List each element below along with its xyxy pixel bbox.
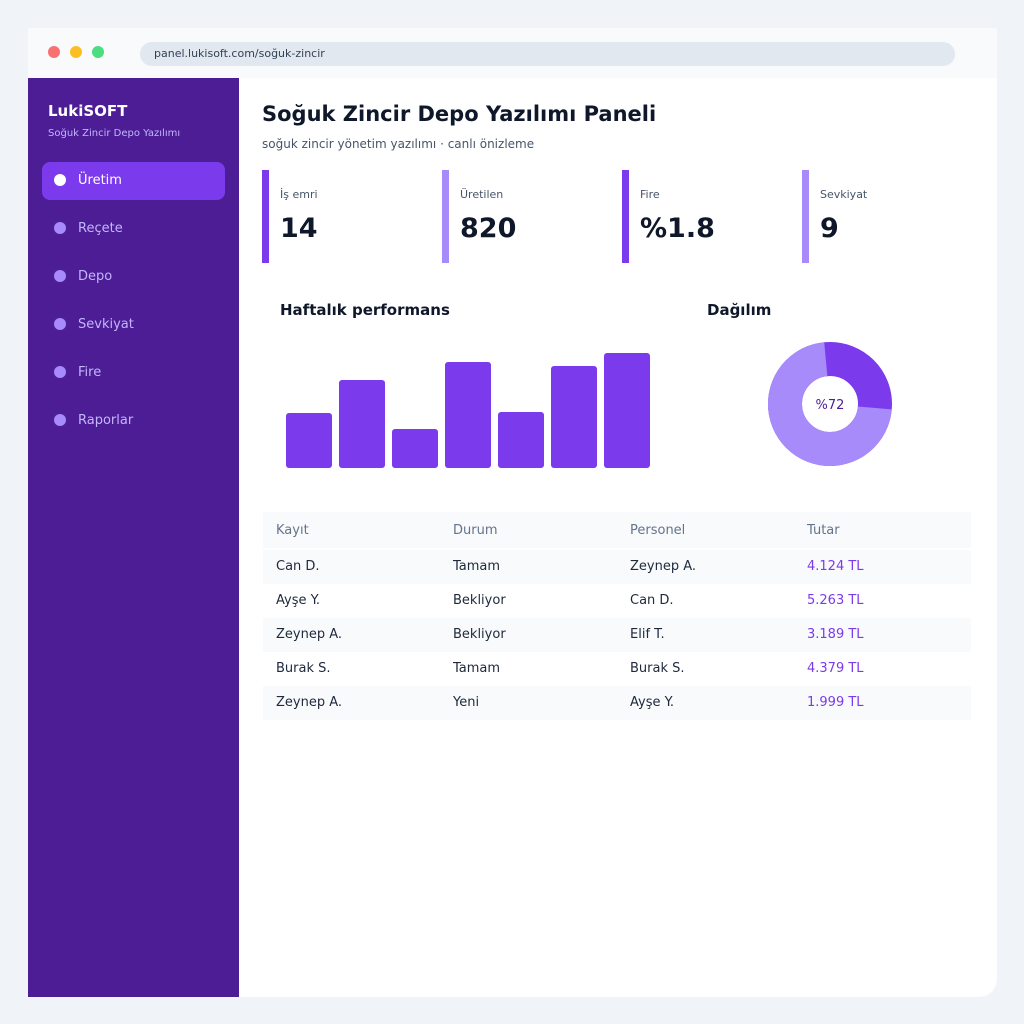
table-cell: Bekliyor xyxy=(453,593,506,608)
column-header: Tutar xyxy=(807,523,840,538)
donut-slice xyxy=(768,342,892,466)
bar xyxy=(339,380,385,468)
table-cell: Tamam xyxy=(453,661,501,676)
kpi-label: Üretilen xyxy=(460,188,504,201)
nav-dot xyxy=(54,414,66,426)
kpi-card: Fire %1.8 xyxy=(622,170,782,263)
bar xyxy=(392,429,438,468)
column-header: Personel xyxy=(630,523,686,538)
table-cell: Ayşe Y. xyxy=(276,593,321,608)
table-cell: Burak S. xyxy=(630,661,685,676)
nav-dot xyxy=(54,270,66,282)
table-cell: Elif T. xyxy=(630,627,665,642)
bar xyxy=(498,412,544,468)
table-cell: 4.124 TL xyxy=(807,559,864,574)
table-cell: Zeynep A. xyxy=(276,695,343,710)
kpi-value: 9 xyxy=(820,213,839,244)
column-header: Durum xyxy=(453,523,498,538)
table-cell: 4.379 TL xyxy=(807,661,864,676)
chart-title: Dağılım xyxy=(707,301,772,319)
nav-item[interactable]: Raporlar xyxy=(42,402,225,440)
nav-dot xyxy=(54,366,66,378)
page-subtitle: soğuk zincir yönetim yazılımı · canlı ön… xyxy=(262,137,535,151)
table-cell: Tamam xyxy=(453,559,501,574)
url-bar[interactable]: panel.lukisoft.com/soğuk-zincir xyxy=(140,42,955,66)
nav-dot xyxy=(54,318,66,330)
browser-window: panel.lukisoft.com/soğuk-zincir LukiSOFT… xyxy=(28,28,997,997)
table-cell: Yeni xyxy=(453,695,480,710)
table-row: Ayşe Y. Bekliyor Can D. 5.263 TL xyxy=(263,584,971,618)
kpi-value: 820 xyxy=(460,213,517,244)
table-cell: Ayşe Y. xyxy=(630,695,675,710)
kpi-label: Fire xyxy=(640,188,660,201)
table-row: Burak S. Tamam Burak S. 4.379 TL xyxy=(263,652,971,686)
table-cell: 5.263 TL xyxy=(807,593,864,608)
nav-item[interactable]: Reçete xyxy=(42,210,225,248)
table-row: Can D. Tamam Zeynep A. 4.124 TL xyxy=(263,550,971,584)
page-title: Soğuk Zincir Depo Yazılımı Paneli xyxy=(262,102,657,126)
nav-dot xyxy=(54,222,66,234)
table-cell: Can D. xyxy=(630,593,674,608)
table-cell: Can D. xyxy=(276,559,320,574)
table-cell: 3.189 TL xyxy=(807,627,864,642)
charts: %72 xyxy=(286,342,892,468)
close-dot[interactable] xyxy=(48,46,60,58)
sidebar: LukiSOFT Soğuk Zincir Depo Yazılımı Üret… xyxy=(28,78,239,997)
column-header: Kayıt xyxy=(276,523,309,538)
nav-dot xyxy=(54,174,66,186)
table-cell: Burak S. xyxy=(276,661,331,676)
nav-item[interactable]: Üretim xyxy=(42,162,225,200)
nav-item[interactable]: Sevkiyat xyxy=(42,306,225,344)
kpi-value: %1.8 xyxy=(640,213,715,244)
kpi-card: İş emri 14 xyxy=(262,170,422,263)
table-cell: Zeynep A. xyxy=(276,627,343,642)
min-dot[interactable] xyxy=(70,46,82,58)
browser-bar: panel.lukisoft.com/soğuk-zincir xyxy=(28,28,997,78)
nav-item[interactable]: Depo xyxy=(42,258,225,296)
table-cell: Bekliyor xyxy=(453,627,506,642)
brand: LukiSOFT xyxy=(48,102,128,120)
kpi-label: İş emri xyxy=(280,188,318,201)
table-row: Zeynep A. Yeni Ayşe Y. 1.999 TL xyxy=(263,686,971,720)
bar xyxy=(286,413,332,468)
chart-title: Haftalık performans xyxy=(280,301,450,319)
table-header: Kayıt Durum Personel Tutar xyxy=(263,512,971,548)
max-dot[interactable] xyxy=(92,46,104,58)
table-row: Zeynep A. Bekliyor Elif T. 3.189 TL xyxy=(263,618,971,652)
kpi-card: Sevkiyat 9 xyxy=(802,170,962,263)
kpi-value: 14 xyxy=(280,213,318,244)
table-cell: 1.999 TL xyxy=(807,695,864,710)
bar xyxy=(551,366,597,468)
kpi-card: Üretilen 820 xyxy=(442,170,602,263)
table-cell: Zeynep A. xyxy=(630,559,697,574)
bar xyxy=(445,362,491,468)
donut-label: %72 xyxy=(816,398,845,413)
brand-subtitle: Soğuk Zincir Depo Yazılımı xyxy=(48,128,181,139)
kpi-label: Sevkiyat xyxy=(820,188,868,201)
bar xyxy=(604,353,650,468)
nav-item[interactable]: Fire xyxy=(42,354,225,392)
